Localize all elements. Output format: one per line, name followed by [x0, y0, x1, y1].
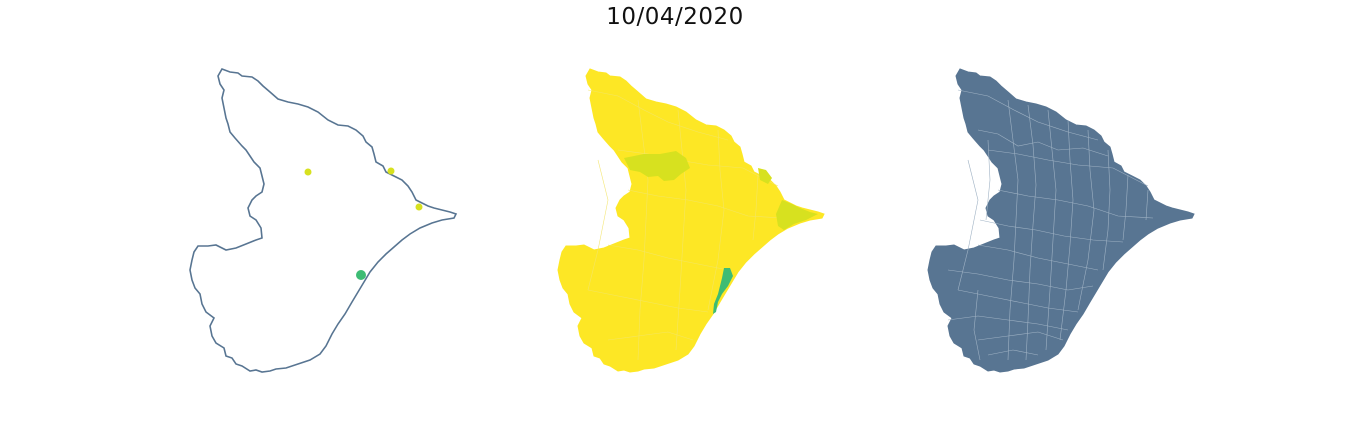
region-mid	[758, 168, 772, 184]
figure-title: 10/04/2020	[606, 4, 744, 30]
data-point	[415, 203, 423, 211]
choropleth-map	[548, 50, 878, 390]
state-fill	[927, 68, 1195, 373]
outline-map	[180, 50, 510, 390]
region-mid	[776, 200, 818, 230]
data-point	[304, 168, 312, 176]
data-point	[387, 167, 395, 175]
region-high	[713, 268, 733, 314]
municipal-borders	[947, 89, 1154, 361]
state-outline	[189, 68, 458, 373]
municipal-borders	[587, 89, 784, 361]
region-mid	[624, 151, 690, 181]
data-point	[356, 270, 366, 280]
state-fill	[557, 68, 825, 373]
municipal-map	[918, 50, 1248, 390]
